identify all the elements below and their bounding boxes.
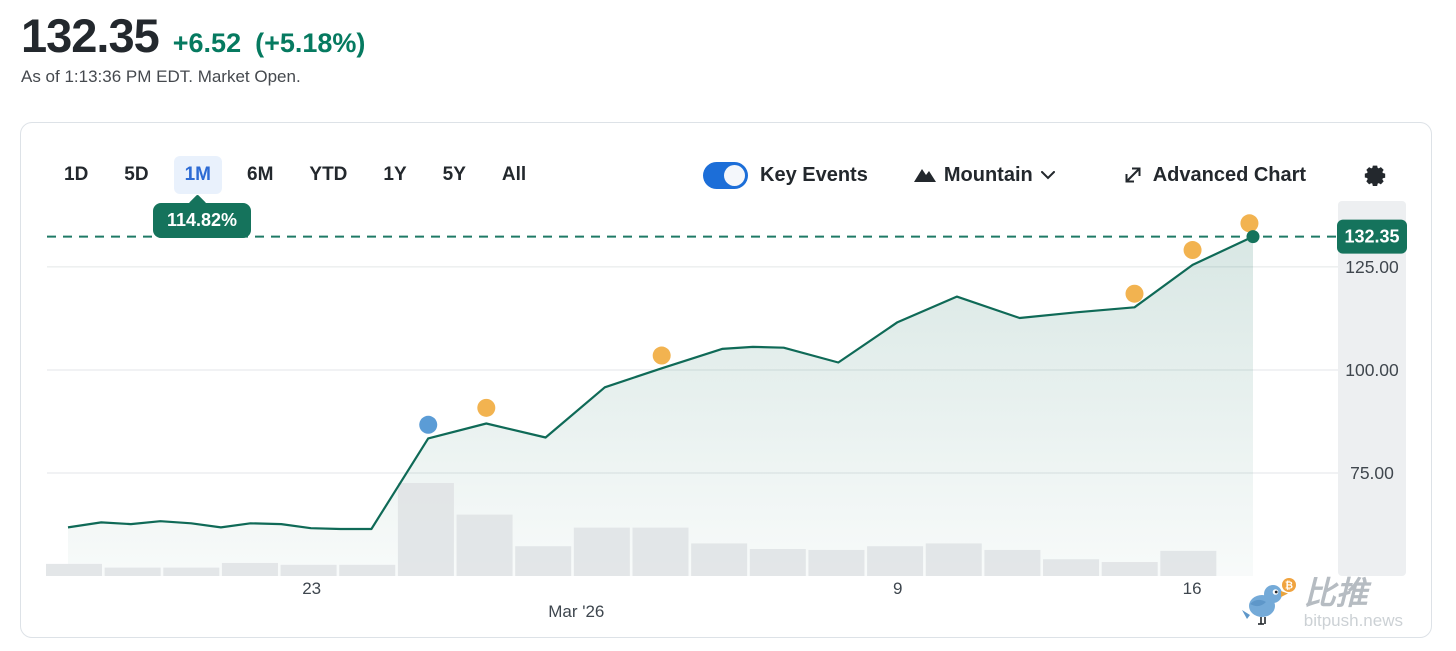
y-axis-strip (1338, 201, 1406, 576)
chart-card: 125.00 100.00 75.00 132.35 23 Mar '26 9 16 1D 5D… (20, 122, 1432, 638)
volume-bar (163, 567, 220, 576)
volume-bar (397, 483, 454, 576)
volume-bar (104, 567, 161, 576)
y-tick-label: 100.00 (1345, 360, 1399, 380)
watermark-brand: 比推 (1303, 575, 1368, 612)
volume-bar (1101, 562, 1158, 576)
chart-type-label: Mountain (943, 163, 1033, 186)
advanced-chart-link[interactable]: Advanced Chart (1123, 164, 1306, 187)
price-line (67, 235, 1254, 531)
x-tick-label: Mar '26 (548, 602, 604, 621)
svg-text:₿: ₿ (1285, 580, 1293, 592)
price-change: +6.52 (172, 28, 242, 58)
volume-bar (1160, 550, 1217, 576)
toggle-knob (724, 164, 745, 186)
event-marker-orange[interactable] (477, 398, 496, 417)
current-price: 132.35 (21, 9, 160, 62)
current-price-badge (1337, 219, 1407, 254)
x-tick-label: 9 (893, 579, 902, 598)
volume-bar (691, 543, 748, 576)
range-tab-6m[interactable]: 6M (236, 156, 284, 194)
bird-logo-icon: ₿ (1241, 578, 1296, 626)
range-tab-5y[interactable]: 5Y (432, 156, 477, 194)
gear-icon (1364, 165, 1386, 186)
price-change-percent: (+5.18%) (255, 28, 366, 58)
as-of-timestamp: As of 1:13:36 PM EDT. Market Open. (21, 67, 301, 86)
range-tabs: 1D 5D 1M 6M YTD 1Y 5Y All (53, 153, 537, 197)
range-tab-1d[interactable]: 1D (53, 156, 99, 194)
event-marker-orange[interactable] (1183, 241, 1202, 260)
event-marker-orange[interactable] (652, 346, 671, 365)
range-tab-ytd[interactable]: YTD (298, 156, 358, 194)
volume-bar (867, 546, 924, 576)
area-fill (68, 236, 1253, 576)
volume-bar (925, 543, 982, 576)
period-return-tooltip: 114.82% (153, 194, 252, 238)
current-price-badge-label: 132.35 (1344, 227, 1399, 247)
volume-bar (221, 562, 278, 576)
settings-button[interactable] (1362, 162, 1388, 188)
range-tab-1y[interactable]: 1Y (372, 156, 417, 194)
volume-bar (515, 546, 572, 576)
chart-toolbar: 1D 5D 1M 6M YTD 1Y 5Y All Key Events Mountain (21, 153, 1431, 197)
range-tab-1m[interactable]: 1M (173, 156, 222, 194)
volume-bar (339, 564, 396, 576)
advanced-chart-label: Advanced Chart (1152, 163, 1307, 186)
last-price-dot (1246, 230, 1260, 244)
range-tab-all[interactable]: All (491, 156, 537, 194)
mountain-icon (913, 169, 936, 182)
chevron-down-icon (1040, 170, 1055, 179)
key-events-label: Key Events (760, 163, 868, 186)
price-header: 132.35 +6.52 (+5.18%) As of 1:13:36 PM E… (21, 8, 365, 87)
volume-bar (280, 564, 337, 576)
x-tick-label: 23 (302, 579, 321, 598)
volume-bar (1043, 559, 1100, 576)
y-tick-label: 125.00 (1345, 257, 1399, 277)
volume-bar (984, 549, 1041, 576)
volume-bar (632, 527, 689, 576)
price-chart[interactable]: 125.00 100.00 75.00 132.35 23 Mar '26 9 16 (21, 123, 1433, 637)
chart-type-dropdown[interactable]: Mountain (913, 163, 1055, 187)
tooltip-value: 114.82% (167, 210, 238, 230)
event-marker-orange[interactable] (1240, 214, 1259, 233)
key-events-toggle[interactable] (703, 161, 748, 189)
watermark: ₿ 比推 bitpush.news (1240, 577, 1403, 631)
event-marker-blue[interactable] (419, 415, 438, 434)
y-tick-label: 75.00 (1350, 463, 1394, 483)
watermark-domain: bitpush.news (1303, 611, 1403, 630)
volume-bar (456, 514, 513, 576)
range-tab-5d[interactable]: 5D (113, 156, 159, 194)
volume-bar (808, 549, 865, 576)
x-tick-label: 16 (1183, 579, 1202, 598)
volume-bar (46, 563, 102, 576)
volume-bar (749, 549, 806, 576)
volume-bar (573, 527, 630, 576)
expand-diagonal-icon (1125, 167, 1141, 183)
event-marker-orange[interactable] (1125, 284, 1144, 303)
